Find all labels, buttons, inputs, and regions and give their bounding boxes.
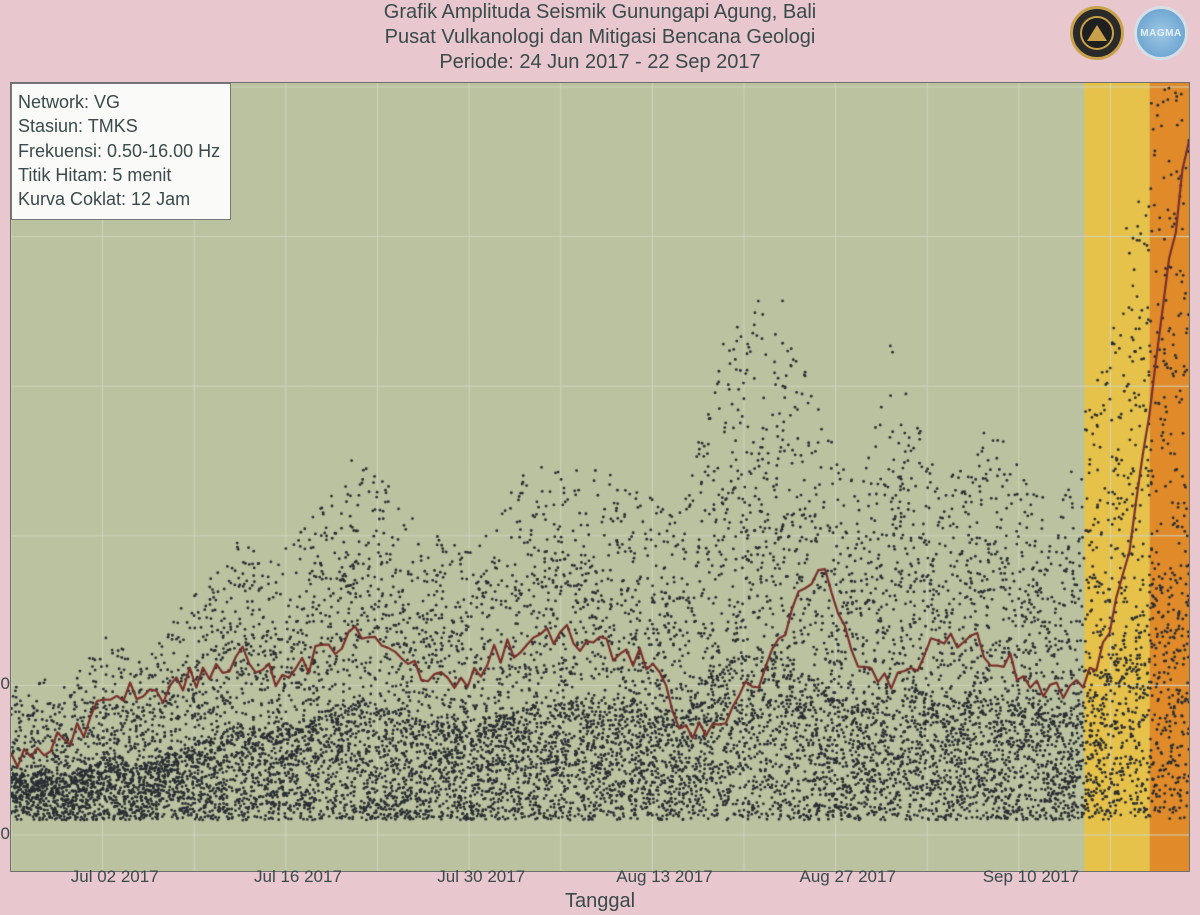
title-line-1: Grafik Amplituda Seismik Gunungapi Agung… — [0, 0, 1200, 25]
title-line-3: Periode: 24 Jun 2017 - 22 Sep 2017 — [0, 50, 1200, 75]
x-tick-label: Sep 10 2017 — [983, 867, 1079, 887]
page-root: Grafik Amplituda Seismik Gunungapi Agung… — [0, 0, 1200, 915]
title-line-2: Pusat Vulkanologi dan Mitigasi Bencana G… — [0, 25, 1200, 50]
logo-group: MAGMA — [1070, 6, 1188, 60]
info-stasiun: Stasiun: TMKS — [18, 114, 220, 138]
chart-title-block: Grafik Amplituda Seismik Gunungapi Agung… — [0, 0, 1200, 75]
y-tick-label: 20 — [0, 674, 10, 694]
y-tick-labels: 0 20 — [0, 82, 10, 872]
magma-logo-icon: MAGMA — [1134, 6, 1188, 60]
x-tick-label: Jul 16 2017 — [254, 867, 342, 887]
info-frekuensi: Frekuensi: 0.50-16.00 Hz — [18, 139, 220, 163]
info-titik: Titik Hitam: 5 menit — [18, 163, 220, 187]
y-tick-label: 0 — [1, 824, 10, 844]
x-tick-label: Jul 02 2017 — [71, 867, 159, 887]
chart-plot-area: Network: VG Stasiun: TMKS Frekuensi: 0.5… — [10, 82, 1190, 872]
magma-logo-text: MAGMA — [1140, 28, 1181, 39]
x-tick-label: Jul 30 2017 — [437, 867, 525, 887]
x-tick-label: Aug 27 2017 — [799, 867, 895, 887]
x-tick-label: Aug 13 2017 — [616, 867, 712, 887]
pvmbg-logo-icon — [1070, 6, 1124, 60]
info-network: Network: VG — [18, 90, 220, 114]
x-tick-labels: Jul 02 2017 Jul 16 2017 Jul 30 2017 Aug 13 … — [10, 867, 1190, 887]
x-axis-label: Tanggal — [0, 890, 1200, 913]
info-kurva: Kurva Coklat: 12 Jam — [18, 187, 220, 211]
chart-info-box: Network: VG Stasiun: TMKS Frekuensi: 0.5… — [11, 83, 231, 220]
